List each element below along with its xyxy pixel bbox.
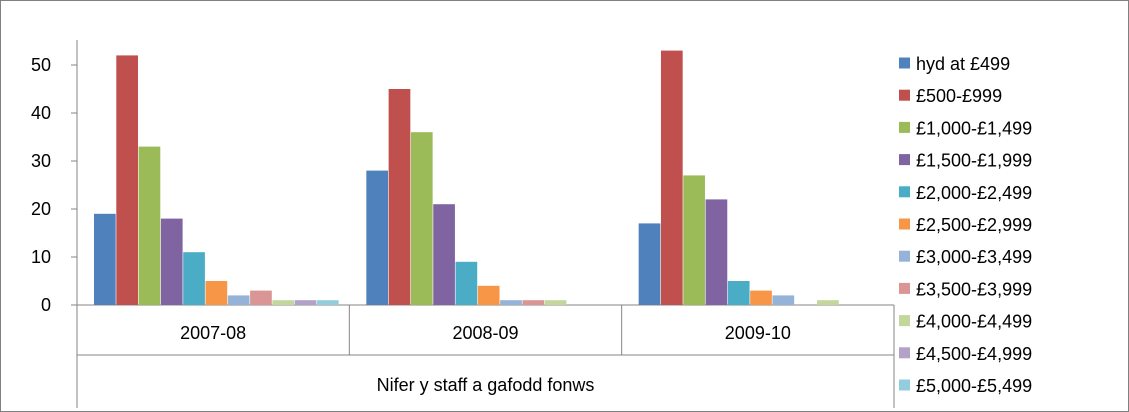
y-tick-label: 30 <box>31 151 51 171</box>
y-tick-label: 0 <box>41 295 51 315</box>
legend-label: £5,000-£5,499 <box>916 376 1032 396</box>
legend-label: hyd at £499 <box>916 54 1010 74</box>
bar <box>160 218 183 305</box>
legend-swatch <box>899 347 910 359</box>
bar <box>294 300 317 305</box>
legend-swatch <box>899 379 910 391</box>
legend-label: £3,000-£3,499 <box>916 247 1032 267</box>
legend-label: £3,500-£3,999 <box>916 279 1032 299</box>
bar <box>250 290 272 305</box>
x-tick-label: 2007-08 <box>180 323 246 343</box>
legend-swatch <box>899 57 910 69</box>
x-tick-label: 2008-09 <box>452 323 518 343</box>
legend-item: hyd at £499 <box>899 54 1010 74</box>
bar <box>522 300 545 305</box>
bar <box>183 252 205 305</box>
y-tick-label: 10 <box>31 247 51 267</box>
bar <box>683 175 705 305</box>
legend-swatch <box>899 282 910 294</box>
legend-item: £5,000-£5,499 <box>899 376 1032 396</box>
legend-item: £1,500-£1,999 <box>899 151 1032 171</box>
bar <box>205 281 228 305</box>
x-axis-title: Nifer y staff a gafodd fonws <box>377 375 595 395</box>
legend: hyd at £499 £500-£999 £1,000-£1,499 £1,500-… <box>899 54 1032 396</box>
bar <box>455 261 478 305</box>
legend-swatch <box>899 154 910 166</box>
y-axis: 0 10 20 30 40 50 <box>31 40 78 408</box>
bar <box>94 213 116 305</box>
bar <box>544 300 567 305</box>
legend-swatch <box>899 218 910 230</box>
legend-label: £4,000-£4,499 <box>916 312 1032 332</box>
bar <box>116 55 138 306</box>
legend-swatch <box>899 315 910 327</box>
legend-swatch <box>899 250 910 262</box>
legend-swatch <box>899 121 910 133</box>
legend-item: £3,500-£3,999 <box>899 279 1032 299</box>
bar <box>317 300 339 305</box>
bar <box>477 285 500 305</box>
legend-swatch <box>899 89 910 101</box>
y-tick-label: 40 <box>31 103 51 123</box>
bar <box>227 295 250 305</box>
bar <box>500 300 522 305</box>
x-axis: 2007-08 2008-09 2009-10 <box>77 304 895 408</box>
bar <box>727 281 750 305</box>
legend-item: £4,000-£4,499 <box>899 312 1032 332</box>
bar <box>433 204 455 305</box>
bar <box>705 199 728 305</box>
bar <box>817 300 839 305</box>
bar <box>772 295 795 305</box>
bars <box>94 50 839 306</box>
legend-item: £500-£999 <box>899 86 1002 106</box>
x-tick-label: 2009-10 <box>725 323 791 343</box>
bar <box>750 290 772 305</box>
legend-label: £1,500-£1,999 <box>916 151 1032 171</box>
bar <box>272 300 295 305</box>
bar <box>660 50 683 305</box>
legend-item: £3,000-£3,499 <box>899 247 1032 267</box>
legend-label: £1,000-£1,499 <box>916 118 1032 138</box>
bar <box>366 170 389 305</box>
y-tick-label: 20 <box>31 199 51 219</box>
legend-label: £2,500-£2,999 <box>916 215 1032 235</box>
legend-label: £500-£999 <box>916 86 1002 106</box>
legend-label: £4,500-£4,999 <box>916 344 1032 364</box>
bar <box>388 89 411 305</box>
legend-label: £2,000-£2,499 <box>916 183 1032 203</box>
legend-item: £1,000-£1,499 <box>899 118 1032 138</box>
y-tick-label: 50 <box>31 55 51 75</box>
bar <box>138 146 161 305</box>
legend-item: £2,000-£2,499 <box>899 183 1032 203</box>
legend-item: £4,500-£4,999 <box>899 344 1032 364</box>
bar <box>638 223 661 305</box>
legend-item: £2,500-£2,999 <box>899 215 1032 235</box>
bar <box>410 132 433 305</box>
legend-swatch <box>899 186 910 198</box>
